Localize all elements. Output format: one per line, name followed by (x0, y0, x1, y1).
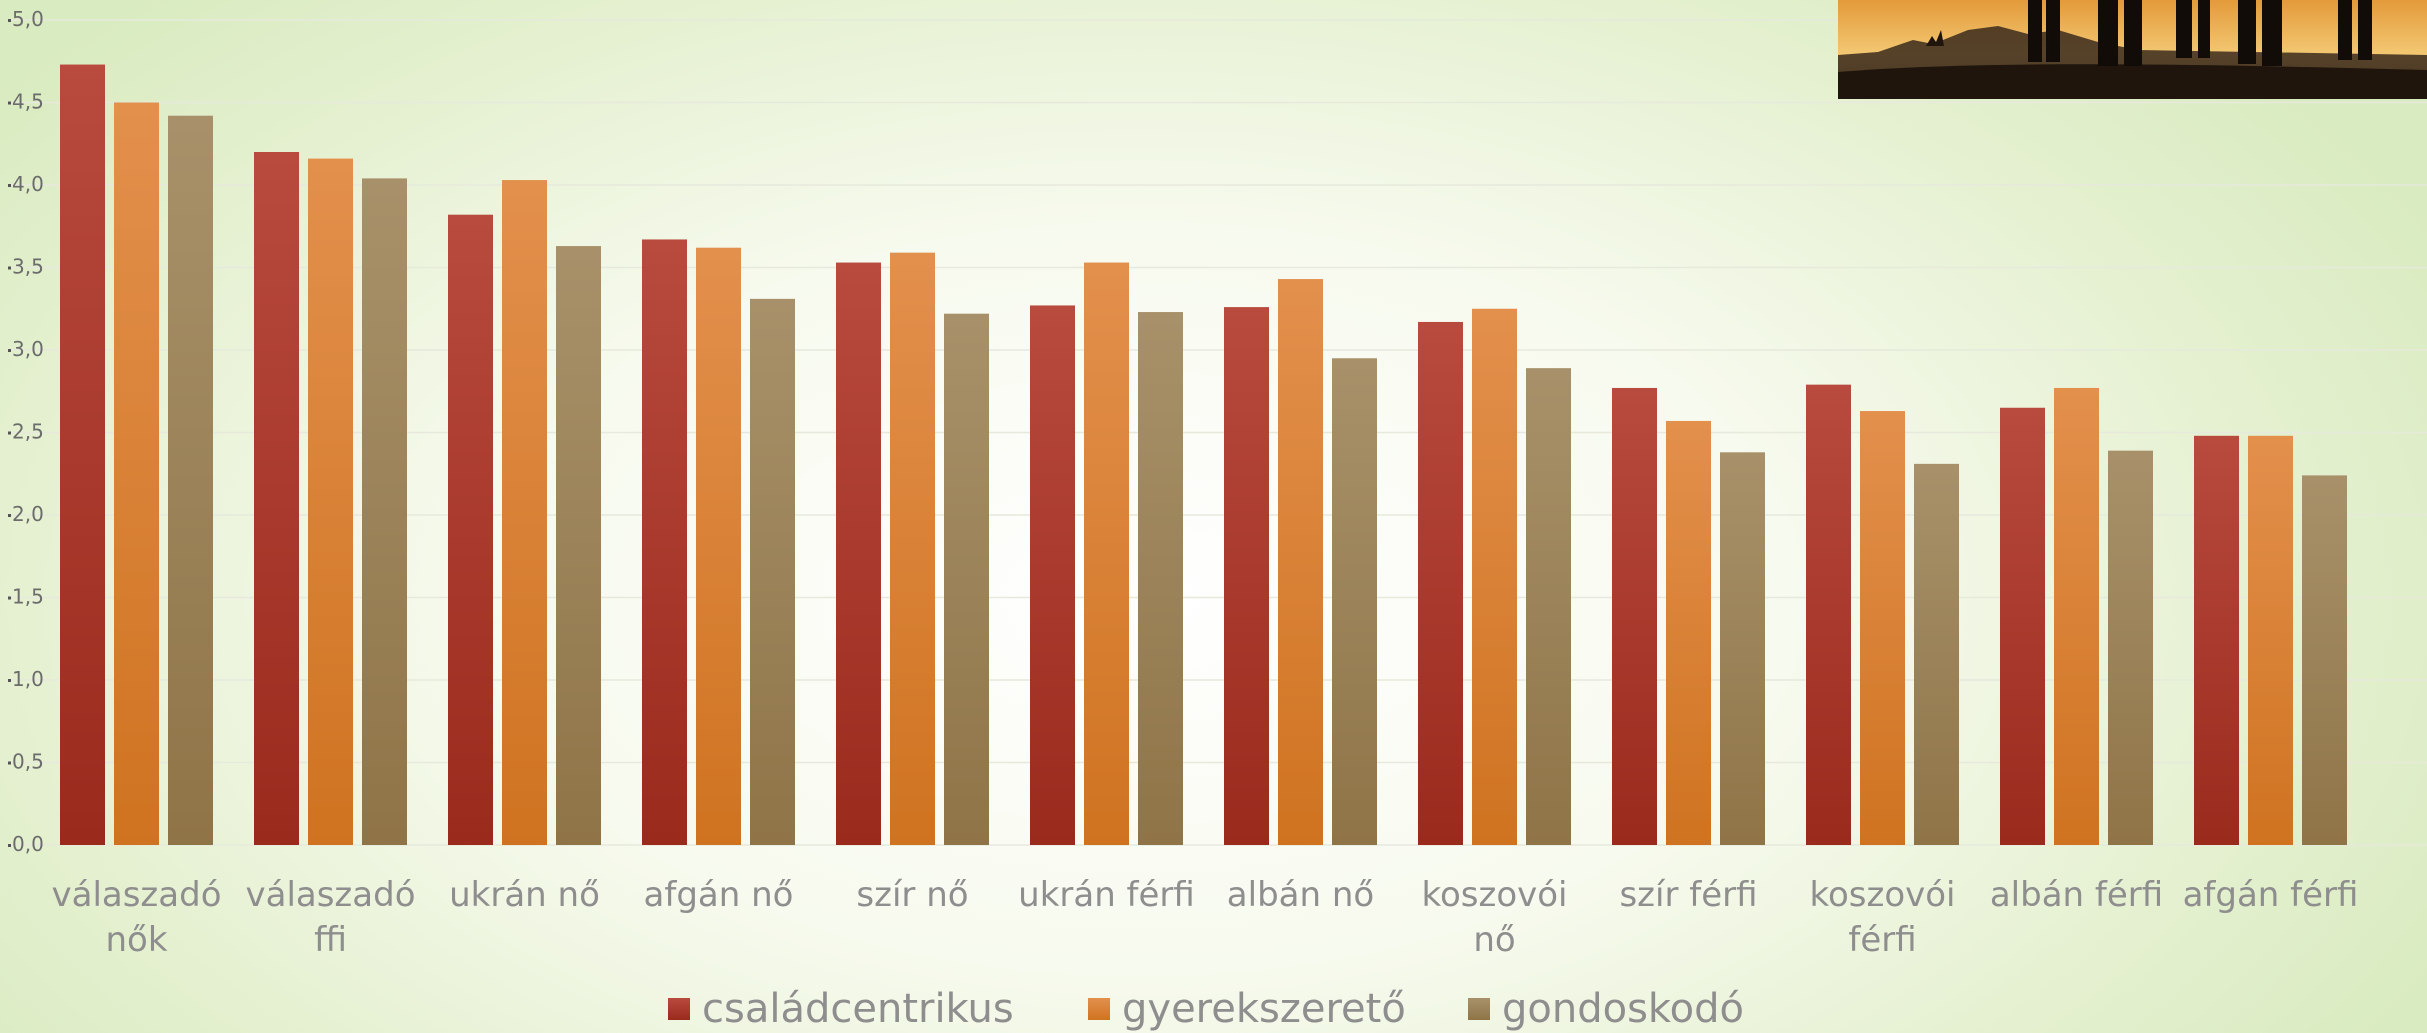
bar-gondoskodó-7 (1526, 368, 1571, 845)
bar-gondoskodó-10 (2108, 450, 2153, 845)
bar-gyerekszerető-1 (308, 158, 353, 846)
bar-gondoskodó-4 (944, 313, 989, 845)
bar-családcentrikus-7 (1418, 321, 1463, 845)
x-tick-label: nők (105, 920, 167, 960)
y-tick-label: 0,5 (12, 750, 44, 774)
x-tick-label: koszovói (1421, 875, 1567, 915)
bar-gondoskodó-6 (1332, 358, 1377, 845)
y-tick-label: 2,5 (12, 420, 44, 444)
legend-swatch-gyerekszerető (1088, 998, 1110, 1020)
x-tick-label: afgán nő (644, 875, 794, 915)
y-tick-mark (8, 184, 11, 187)
x-tick-label: ffi (314, 920, 347, 960)
x-tick-label: nő (1473, 920, 1515, 960)
legend-label-gyerekszerető: gyerekszerető (1122, 986, 1406, 1032)
legend-label-családcentrikus: családcentrikus (702, 986, 1014, 1032)
bar-gyerekszerető-2 (502, 180, 547, 846)
bar-családcentrikus-9 (1806, 384, 1851, 845)
y-tick-label: 1,5 (12, 585, 44, 609)
y-tick-label: 5,0 (12, 7, 44, 31)
y-tick-label: 2,0 (12, 502, 44, 526)
bar-gondoskodó-1 (362, 178, 407, 845)
bar-gyerekszerető-7 (1472, 308, 1517, 845)
bar-családcentrikus-5 (1030, 305, 1075, 845)
bar-családcentrikus-3 (642, 239, 687, 845)
bar-családcentrikus-4 (836, 262, 881, 845)
y-tick-label: 0,0 (12, 832, 44, 856)
bar-gondoskodó-2 (556, 246, 601, 846)
x-tick-label: szír férfi (1619, 875, 1757, 915)
x-tick-label: koszovói (1809, 875, 1955, 915)
bar-gondoskodó-3 (750, 298, 795, 846)
bar-gyerekszerető-5 (1084, 262, 1129, 845)
legend-label-gondoskodó: gondoskodó (1502, 986, 1744, 1032)
legend-swatch-gondoskodó (1468, 998, 1490, 1020)
y-tick-mark (8, 431, 11, 435)
bar-családcentrikus-6 (1224, 307, 1269, 846)
bar-gyerekszerető-9 (1860, 411, 1905, 845)
bar-családcentrikus-1 (254, 152, 299, 845)
y-tick-mark (8, 596, 11, 600)
bar-gondoskodó-0 (168, 115, 213, 845)
bar-gyerekszerető-6 (1278, 279, 1323, 845)
silhouette-photo (1838, 0, 2427, 99)
x-tick-label: albán nő (1227, 875, 1374, 915)
bar-gyerekszerető-11 (2248, 435, 2293, 845)
x-tick-label: válaszadó (51, 875, 221, 915)
x-tick-label: válaszadó (245, 875, 415, 915)
y-tick-label: 4,0 (12, 172, 44, 196)
y-tick-mark (8, 761, 11, 765)
y-tick-label: 3,5 (12, 255, 44, 279)
y-tick-mark (8, 19, 11, 22)
bar-gondoskodó-11 (2302, 475, 2347, 845)
x-tick-label: afgán férfi (2183, 875, 2359, 915)
bar-családcentrikus-0 (60, 64, 105, 846)
y-tick-mark (8, 679, 11, 682)
bar-gyerekszerető-10 (2054, 387, 2099, 845)
y-tick-label: 1,0 (12, 667, 44, 691)
y-tick-mark (8, 266, 11, 270)
y-tick-label: 4,5 (12, 90, 44, 114)
legend-swatch-családcentrikus (668, 998, 690, 1020)
bar-gyerekszerető-8 (1666, 420, 1711, 845)
bar-gyerekszerető-0 (114, 102, 159, 845)
y-tick-mark (8, 349, 11, 352)
x-tick-label: férfi (1848, 920, 1916, 960)
x-tick-label: ukrán nő (449, 875, 600, 915)
y-tick-mark (8, 844, 11, 847)
bar-gondoskodó-5 (1138, 312, 1183, 845)
bar-gondoskodó-9 (1914, 463, 1959, 845)
bar-gondoskodó-8 (1720, 452, 1765, 845)
bar-gyerekszerető-4 (890, 252, 935, 845)
y-tick-mark (8, 101, 11, 105)
y-tick-label: 3,0 (12, 337, 44, 361)
bar-családcentrikus-8 (1612, 387, 1657, 845)
y-tick-mark (8, 514, 11, 517)
x-tick-label: szír nő (856, 875, 968, 915)
x-tick-label: albán férfi (1990, 875, 2163, 915)
bar-családcentrikus-2 (448, 214, 493, 845)
bar-családcentrikus-11 (2194, 435, 2239, 845)
bar-családcentrikus-10 (2000, 407, 2045, 845)
x-tick-label: ukrán férfi (1018, 875, 1195, 915)
bar-gyerekszerető-3 (696, 247, 741, 845)
